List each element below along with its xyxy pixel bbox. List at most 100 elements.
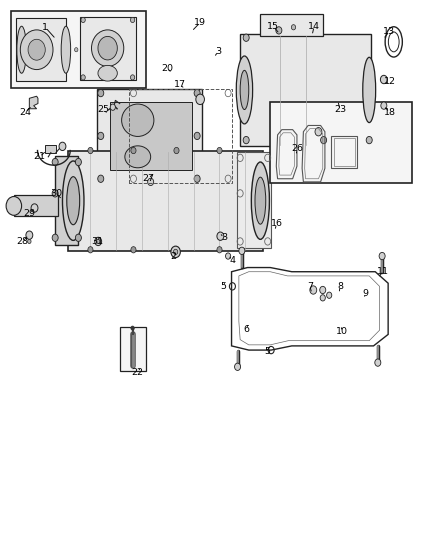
Polygon shape xyxy=(68,150,262,251)
Ellipse shape xyxy=(61,26,71,73)
Ellipse shape xyxy=(240,70,248,110)
Circle shape xyxy=(96,239,100,244)
Circle shape xyxy=(130,75,134,80)
Text: 16: 16 xyxy=(270,219,282,228)
Polygon shape xyxy=(236,151,271,248)
Circle shape xyxy=(314,127,321,136)
Text: 22: 22 xyxy=(131,368,143,376)
Circle shape xyxy=(291,25,295,30)
Text: 10: 10 xyxy=(336,327,347,336)
Circle shape xyxy=(380,75,386,84)
Ellipse shape xyxy=(98,36,117,60)
Circle shape xyxy=(194,175,200,182)
Ellipse shape xyxy=(124,146,150,168)
Text: 26: 26 xyxy=(290,144,302,154)
Circle shape xyxy=(173,247,179,253)
Circle shape xyxy=(26,231,33,239)
Text: 8: 8 xyxy=(336,282,342,291)
Circle shape xyxy=(243,136,249,144)
Text: 3: 3 xyxy=(220,233,226,243)
Text: 12: 12 xyxy=(382,77,395,86)
Circle shape xyxy=(225,253,230,259)
Ellipse shape xyxy=(121,104,154,136)
Polygon shape xyxy=(14,196,58,216)
Text: 11: 11 xyxy=(376,267,388,276)
Circle shape xyxy=(81,75,85,80)
Circle shape xyxy=(380,102,386,109)
Circle shape xyxy=(74,47,78,52)
Text: 29: 29 xyxy=(23,209,35,217)
Ellipse shape xyxy=(91,30,124,67)
Circle shape xyxy=(320,136,326,144)
Circle shape xyxy=(216,232,223,240)
Circle shape xyxy=(75,158,81,166)
Ellipse shape xyxy=(67,176,80,225)
Circle shape xyxy=(216,247,222,253)
FancyBboxPatch shape xyxy=(240,34,371,147)
Text: 27: 27 xyxy=(142,174,154,183)
Circle shape xyxy=(326,292,331,298)
Text: 6: 6 xyxy=(243,325,249,334)
Circle shape xyxy=(195,94,204,104)
Circle shape xyxy=(131,148,136,154)
Circle shape xyxy=(365,136,371,144)
Circle shape xyxy=(6,197,21,215)
Text: 24: 24 xyxy=(19,108,31,117)
Circle shape xyxy=(147,178,153,185)
FancyBboxPatch shape xyxy=(260,14,322,36)
Text: 17: 17 xyxy=(173,80,186,89)
Circle shape xyxy=(131,326,134,330)
Text: 23: 23 xyxy=(333,106,345,114)
Text: 25: 25 xyxy=(97,106,109,114)
Circle shape xyxy=(75,234,81,241)
Text: 21: 21 xyxy=(34,152,46,161)
Circle shape xyxy=(95,237,101,246)
Ellipse shape xyxy=(251,162,269,239)
FancyBboxPatch shape xyxy=(11,11,146,88)
Text: 31: 31 xyxy=(91,237,103,246)
Circle shape xyxy=(98,132,103,140)
Ellipse shape xyxy=(62,161,84,240)
Text: 18: 18 xyxy=(382,108,395,117)
Text: 7: 7 xyxy=(306,282,312,291)
Circle shape xyxy=(52,234,58,241)
Circle shape xyxy=(234,363,240,370)
Circle shape xyxy=(88,247,93,253)
Circle shape xyxy=(98,175,103,182)
Circle shape xyxy=(173,148,179,154)
Text: 4: 4 xyxy=(229,256,235,265)
FancyBboxPatch shape xyxy=(45,145,56,152)
Circle shape xyxy=(194,132,200,140)
Ellipse shape xyxy=(254,177,265,224)
Text: 3: 3 xyxy=(215,47,221,56)
Circle shape xyxy=(238,247,244,254)
Circle shape xyxy=(98,90,103,97)
Text: 28: 28 xyxy=(16,237,28,246)
Polygon shape xyxy=(29,96,38,109)
Text: 14: 14 xyxy=(307,22,319,31)
Circle shape xyxy=(216,148,222,154)
FancyBboxPatch shape xyxy=(80,17,135,79)
Text: 15: 15 xyxy=(267,22,279,31)
Text: 13: 13 xyxy=(382,27,395,36)
Text: 5: 5 xyxy=(219,282,226,291)
Ellipse shape xyxy=(362,58,375,123)
Text: 20: 20 xyxy=(161,63,173,72)
Circle shape xyxy=(170,246,180,257)
Ellipse shape xyxy=(236,56,252,124)
Circle shape xyxy=(319,295,325,301)
Circle shape xyxy=(378,253,384,260)
Text: 19: 19 xyxy=(194,18,206,27)
Circle shape xyxy=(110,104,115,110)
Circle shape xyxy=(243,34,249,42)
Circle shape xyxy=(88,148,93,154)
Text: 5: 5 xyxy=(264,346,270,356)
Circle shape xyxy=(374,359,380,366)
Polygon shape xyxy=(97,89,202,183)
Circle shape xyxy=(275,27,281,34)
FancyBboxPatch shape xyxy=(270,102,411,183)
Ellipse shape xyxy=(17,26,26,73)
Circle shape xyxy=(28,239,31,244)
Circle shape xyxy=(31,204,38,212)
Circle shape xyxy=(130,18,134,22)
